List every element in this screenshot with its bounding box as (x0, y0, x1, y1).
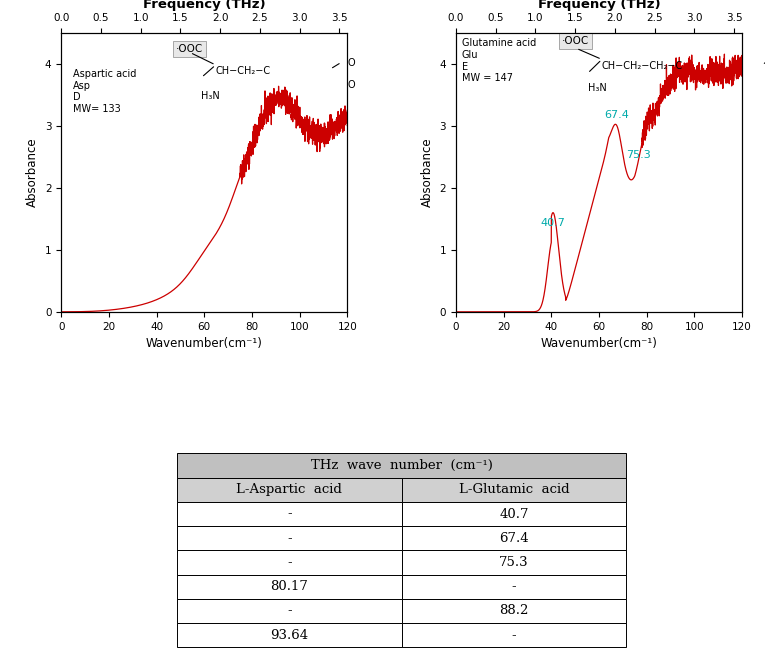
Text: L-Aspartic  acid: L-Aspartic acid (236, 484, 342, 496)
Bar (177, 526, 402, 550)
Bar (402, 574, 627, 599)
Y-axis label: Absorbance: Absorbance (421, 138, 434, 207)
Text: -: - (287, 605, 291, 617)
Text: -: - (287, 507, 291, 520)
Text: Aspartic acid
Asp
D
MW= 133: Aspartic acid Asp D MW= 133 (73, 69, 136, 114)
Bar (402, 550, 627, 574)
Text: 88.2: 88.2 (500, 605, 529, 617)
Text: 67.4: 67.4 (499, 532, 529, 545)
Bar (402, 526, 627, 550)
Bar (402, 478, 627, 502)
Bar (177, 478, 402, 502)
Text: -: - (512, 580, 516, 594)
Text: 75.3: 75.3 (626, 150, 651, 160)
Bar (402, 599, 627, 623)
X-axis label: Frequency (THz): Frequency (THz) (143, 0, 265, 11)
Text: 40.7: 40.7 (541, 218, 565, 228)
X-axis label: Wavenumber(cm⁻¹): Wavenumber(cm⁻¹) (541, 337, 657, 350)
Text: -: - (287, 532, 291, 545)
Bar (177, 599, 402, 623)
X-axis label: Frequency (THz): Frequency (THz) (538, 0, 660, 11)
Text: 75.3: 75.3 (499, 556, 529, 569)
Text: 80.17: 80.17 (270, 580, 308, 594)
Text: CH−CH₂−CH₂−C: CH−CH₂−CH₂−C (602, 61, 683, 71)
X-axis label: Wavenumber(cm⁻¹): Wavenumber(cm⁻¹) (146, 337, 262, 350)
Text: H₃N: H₃N (588, 83, 607, 93)
Text: L-Glutamic  acid: L-Glutamic acid (459, 484, 569, 496)
Bar (177, 623, 402, 647)
Text: Glutamine acid
Glu
E
MW = 147: Glutamine acid Glu E MW = 147 (462, 38, 536, 84)
Text: THz  wave  number  (cm⁻¹): THz wave number (cm⁻¹) (311, 459, 493, 472)
Bar (177, 453, 627, 478)
Bar (177, 502, 402, 526)
Text: 40.7: 40.7 (500, 507, 529, 520)
Text: 67.4: 67.4 (604, 110, 629, 120)
Bar (402, 502, 627, 526)
Text: ·OOC: ·OOC (176, 44, 203, 54)
Bar (177, 550, 402, 574)
Text: H₃N: H₃N (201, 91, 220, 101)
Text: O: O (347, 80, 355, 90)
Text: CH−CH₂−C: CH−CH₂−C (216, 66, 271, 76)
Text: ·OOC: ·OOC (562, 36, 589, 45)
Text: -: - (512, 628, 516, 642)
Text: O: O (347, 58, 355, 68)
Text: 93.64: 93.64 (270, 628, 308, 642)
Bar (177, 574, 402, 599)
Text: -: - (287, 556, 291, 569)
Bar (402, 623, 627, 647)
Y-axis label: Absorbance: Absorbance (26, 138, 39, 207)
